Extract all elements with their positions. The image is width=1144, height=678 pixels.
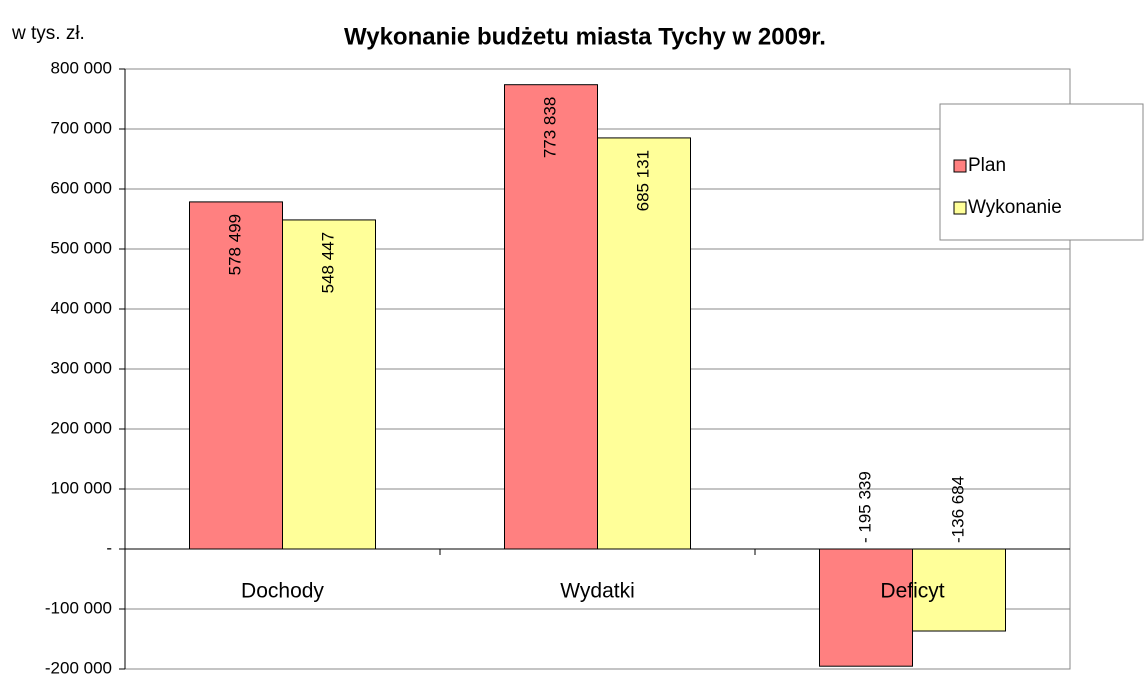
value-label: 773 838 — [540, 97, 559, 158]
y-tick-label: 200 000 — [51, 418, 112, 437]
bar — [189, 201, 283, 550]
bar — [282, 219, 376, 550]
bar — [819, 548, 913, 667]
value-label: 548 447 — [318, 232, 337, 293]
y-tick-label: -100 000 — [45, 598, 112, 617]
x-tick-label: Dochody — [241, 580, 324, 603]
y-tick-label: 800 000 — [51, 58, 112, 77]
units-label: w tys. zł. — [11, 23, 85, 44]
bar — [504, 84, 598, 550]
legend-swatch — [953, 159, 967, 173]
value-label: 685 131 — [633, 150, 652, 211]
y-tick-label: 500 000 — [51, 238, 112, 257]
x-tick-label: Deficyt — [880, 580, 944, 603]
x-tick-label: Wydatki — [560, 580, 635, 603]
y-tick-label: 600 000 — [51, 178, 112, 197]
y-tick-label: - — [106, 538, 112, 557]
y-tick-label: 300 000 — [51, 358, 112, 377]
legend-label: Plan — [968, 155, 1006, 176]
y-tick-label: 700 000 — [51, 118, 112, 137]
value-label: - 195 339 — [855, 471, 874, 543]
bar — [597, 137, 691, 550]
y-tick-label: 100 000 — [51, 478, 112, 497]
legend-box — [939, 103, 1144, 241]
y-tick-label: 400 000 — [51, 298, 112, 317]
value-label: 578 499 — [225, 214, 244, 275]
bar — [912, 548, 1006, 632]
chart-title: Wykonanie budżetu miasta Tychy w 2009r. — [344, 23, 826, 50]
y-tick-label: -200 000 — [45, 658, 112, 677]
value-label: -136 684 — [948, 476, 967, 543]
legend-label: Wykonanie — [968, 197, 1062, 218]
legend-swatch — [953, 201, 967, 215]
